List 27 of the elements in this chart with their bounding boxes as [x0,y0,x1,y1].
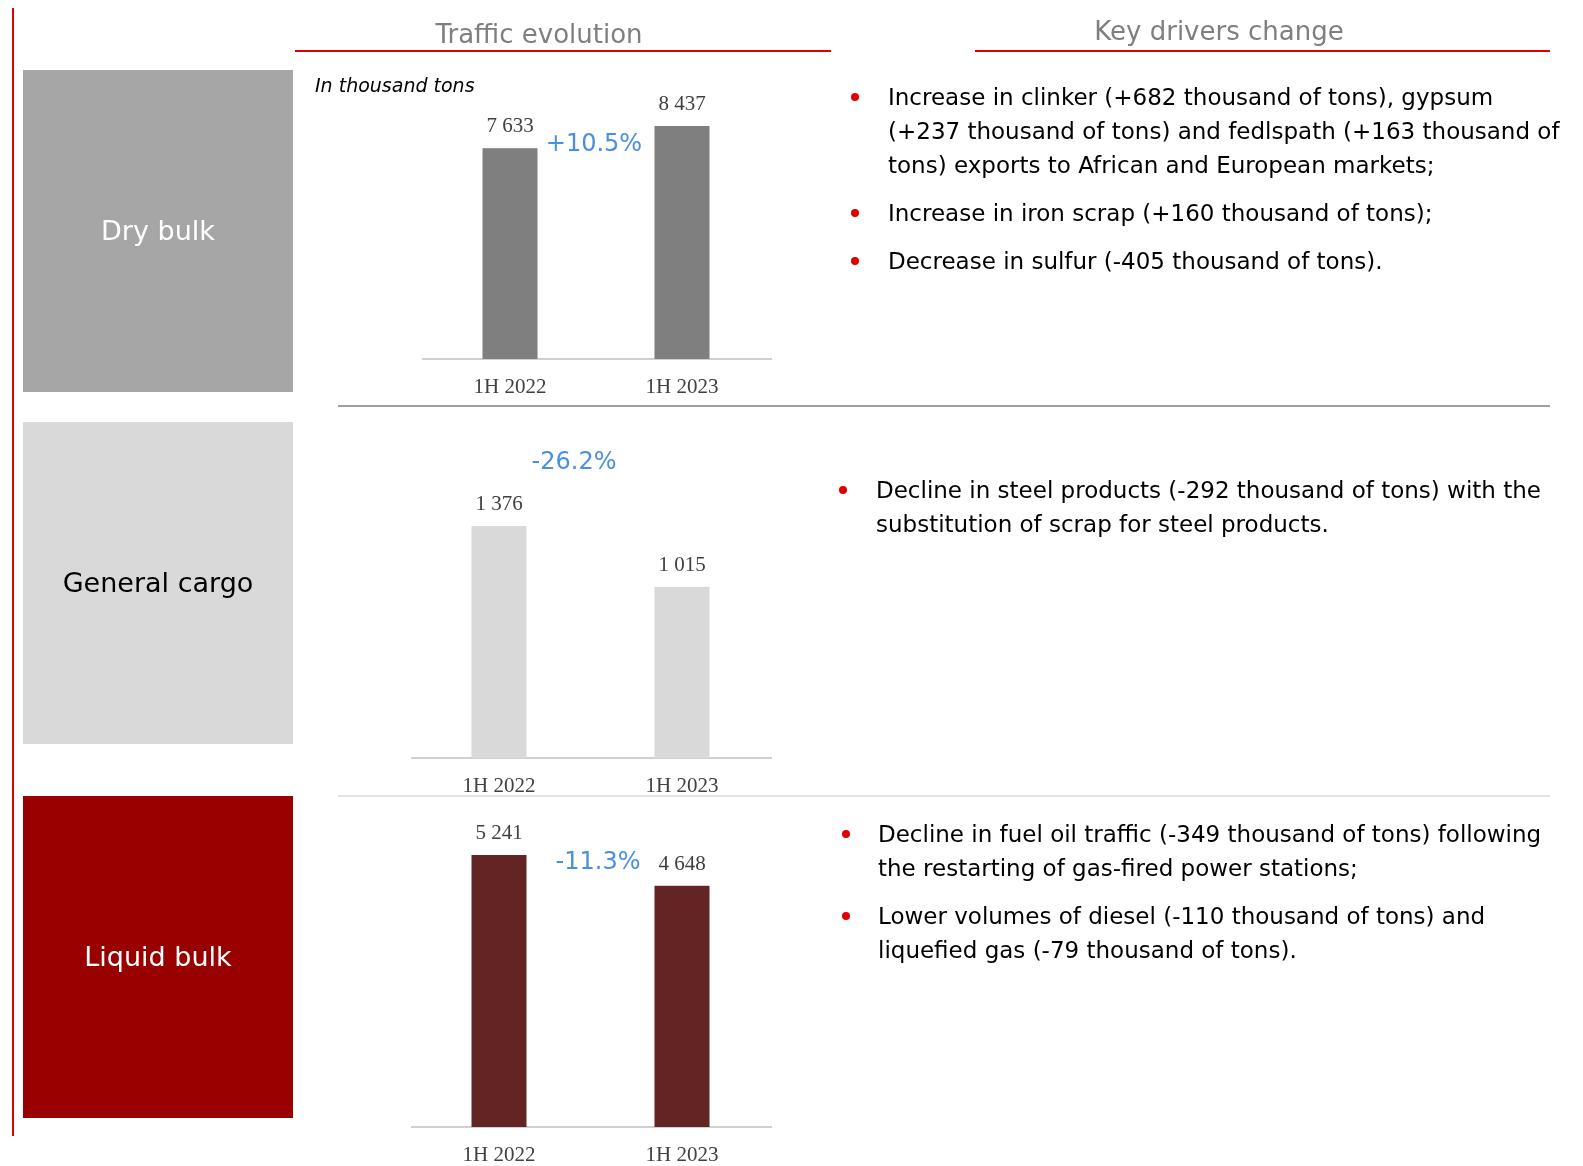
text: Lower volumes of diesel (-110 thousand of tons) and liquefied gas (-79 thousand of tons). [878,903,1486,963]
data-label: 8 437 [658,91,706,115]
data-label: 1 376 [475,491,523,515]
annotation: -11.3% [555,847,641,875]
text: Liquid bulk [84,941,233,972]
text: Key drivers change [1094,16,1344,46]
data-label: 1 015 [658,551,706,576]
x-tick-label: 1H 2023 [645,1142,719,1166]
text: Decline in fuel oil traffic (-349 thousand of tons) following the restarting of gas-fired power stations; [878,821,1542,881]
x-tick-label: 1H 2022 [462,1142,536,1166]
x-tick-label: 1H 2023 [645,374,719,398]
chart-title: Traffic evolution [434,19,643,49]
text: -26.2% [531,447,617,475]
text: Dry bulk [101,215,216,246]
annotation: +10.5% [545,129,643,157]
x-tick-label: 1H 2022 [473,374,547,398]
data-label: 7 633 [486,113,534,138]
text: Increase in clinker (+682 thousand of tons), gypsum (+237 thousand of tons) and fedlspath (+163 thousand of tons) exports to African and European markets; [888,84,1561,178]
text: In thousand tons [315,74,475,96]
text: General cargo [62,567,254,598]
text: Increase in iron scrap (+160 thousand of tons); [888,200,1433,226]
data-label: 5 241 [475,820,523,844]
x-tick-label: 1H 2022 [462,773,536,797]
x-tick-label: 1H 2023 [645,773,719,797]
text: Decline in steel products (-292 thousand of tons) with the substitution of scrap for steel products. [876,477,1541,537]
text: Decrease in sulfur (-405 thousand of tons). [888,248,1383,274]
data-label: 4 648 [658,850,706,875]
